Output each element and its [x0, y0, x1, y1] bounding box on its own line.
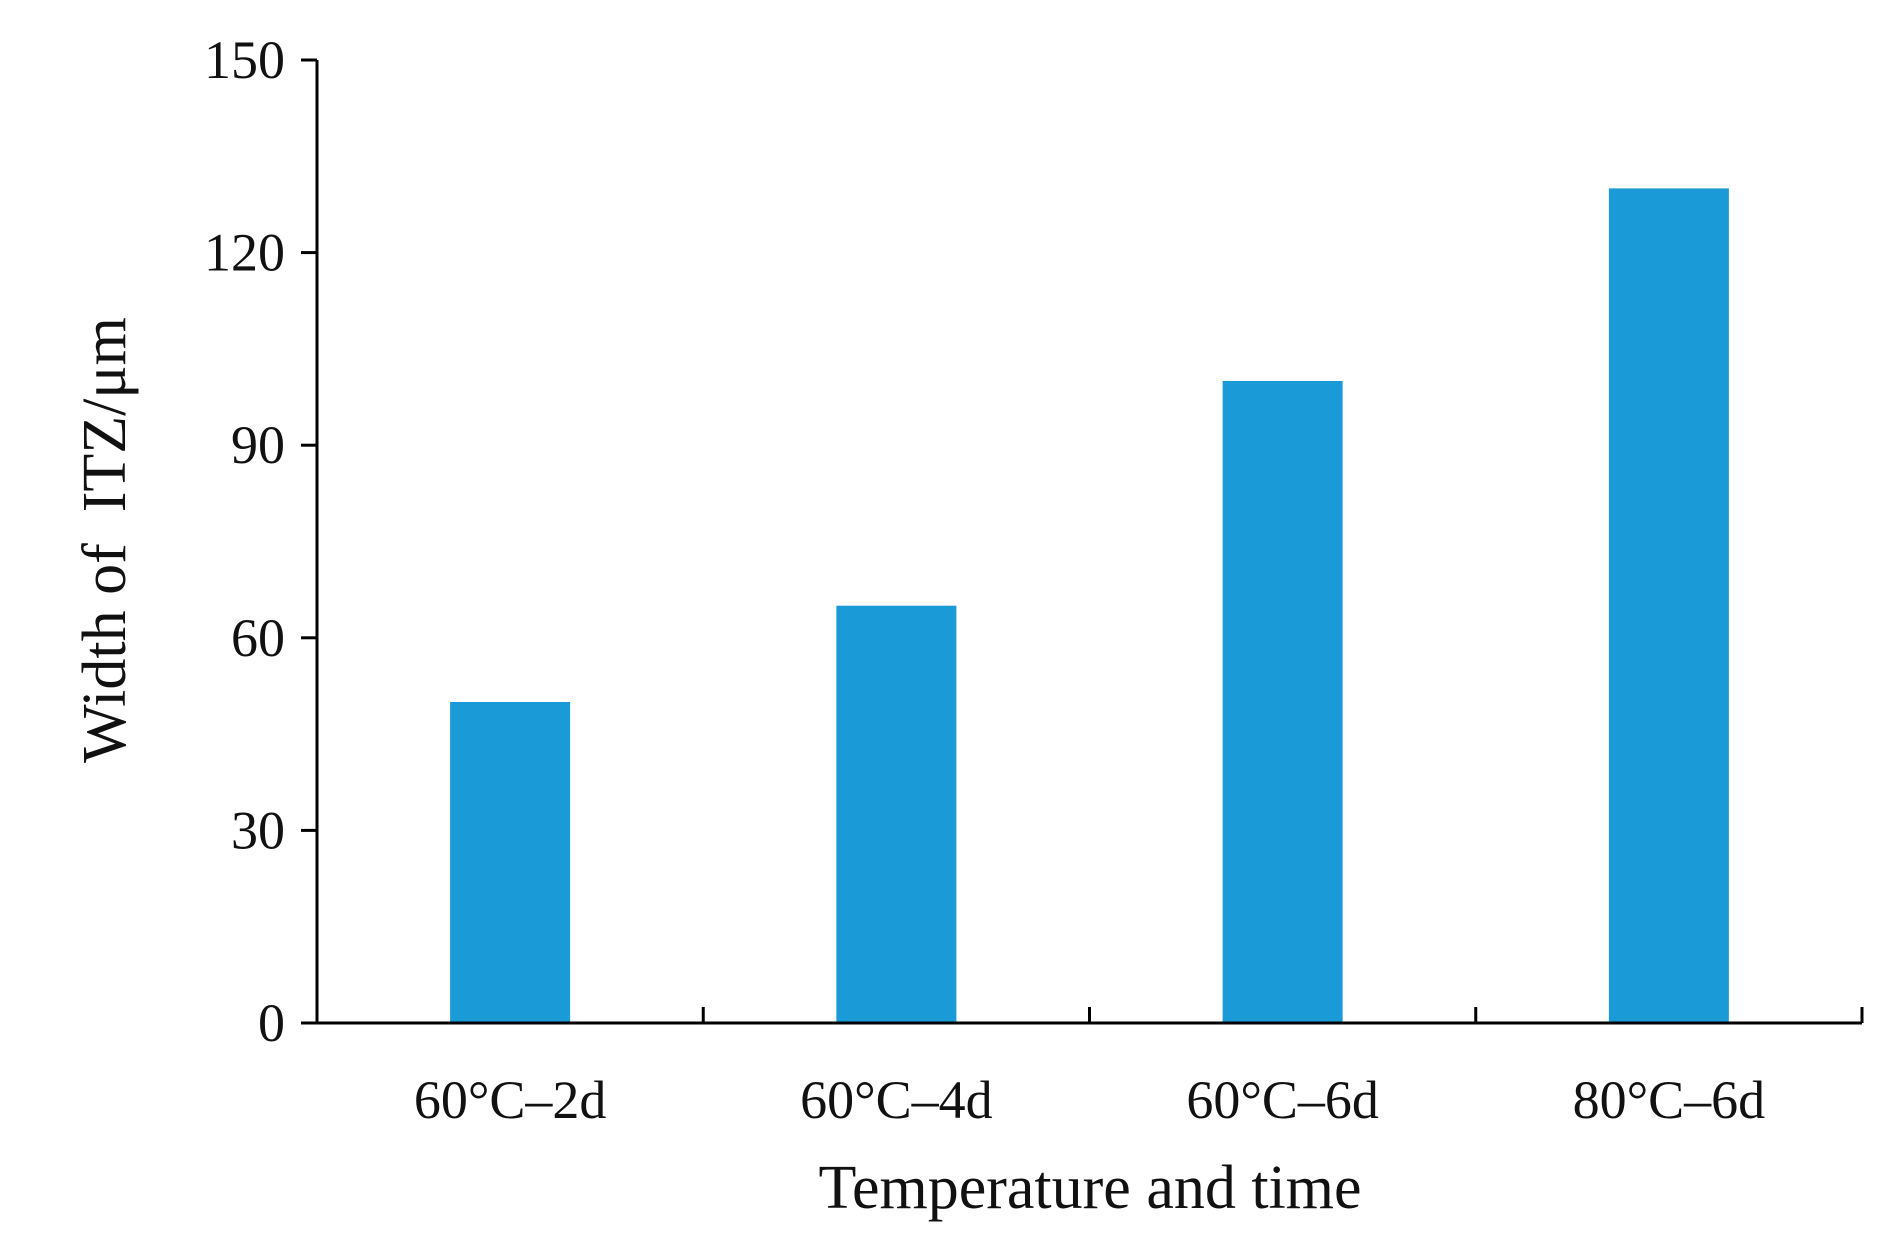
x-axis-title: Temperature and time: [818, 1154, 1361, 1222]
x-tick-label-1: 60°C–4d: [800, 1070, 993, 1130]
bar-0: [450, 702, 571, 1023]
y-tick-label-5: 150: [204, 30, 285, 90]
x-tick-label-3: 80°C–6d: [1573, 1070, 1766, 1130]
y-tick-label-3: 90: [231, 415, 285, 475]
x-tick-label-0: 60°C–2d: [414, 1070, 607, 1130]
bar-1: [836, 605, 957, 1023]
bar-3: [1608, 188, 1729, 1023]
x-tick-label-2: 60°C–6d: [1186, 1070, 1379, 1130]
y-tick-label-4: 120: [204, 223, 285, 283]
x-axis-ticks: 60°C–2d 60°C–4d 60°C–6d 80°C–6d: [414, 1007, 1864, 1130]
y-tick-label-2: 60: [231, 608, 285, 668]
y-axis-ticks: 0 30 60 90 120 150: [204, 30, 317, 1053]
y-tick-label-0: 0: [258, 993, 285, 1053]
y-tick-label-1: 30: [231, 800, 285, 860]
bars-group: [450, 188, 1729, 1023]
bar-2: [1222, 381, 1343, 1023]
y-axis-title: Width of ITZ/μm: [71, 317, 139, 763]
